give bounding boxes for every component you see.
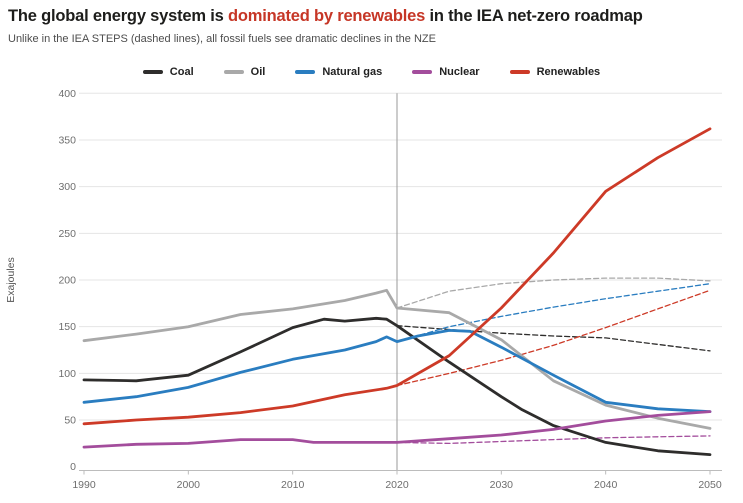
line-oil-nze	[82, 288, 712, 430]
oil-line-swatch	[223, 70, 244, 74]
natural-gas-line-swatch	[295, 70, 316, 74]
legend-item-natural-gas: Natural gas	[295, 66, 382, 78]
title-suffix: in the IEA net-zero roadmap	[425, 7, 643, 25]
line-nuclear-steps	[396, 435, 711, 445]
y-tick-label-300: 300	[58, 181, 76, 193]
line-renewables-steps	[396, 289, 711, 387]
title-highlight: dominated by renewables	[227, 7, 426, 25]
line-natural_gas-nze	[82, 328, 712, 414]
x-tick-label-2020: 2020	[385, 479, 409, 491]
line-natural_gas-steps	[396, 283, 711, 343]
legend-item-coal: Coal	[142, 66, 194, 78]
title-prefix: The global energy system is	[8, 7, 228, 25]
line-renewables-nze	[82, 127, 712, 426]
legend-label-renewables: Renewables	[536, 66, 601, 78]
nuclear-line-swatch	[412, 70, 433, 74]
y-tick-label-100: 100	[58, 368, 76, 380]
page-title: The global energy system is dominated by…	[8, 7, 728, 26]
legend-item-renewables: Renewables	[509, 66, 601, 78]
legend-label-natural-gas: Natural gas	[322, 66, 383, 78]
line-coal-steps	[396, 325, 711, 352]
legend-item-oil: Oil	[223, 66, 266, 78]
coal-line-swatch	[142, 70, 163, 74]
line-coal-nze	[82, 316, 712, 457]
y-tick-label-200: 200	[58, 275, 76, 287]
x-tick-label-2040: 2040	[594, 479, 618, 491]
legend-label-coal: Coal	[169, 66, 194, 78]
x-tick-label-2030: 2030	[490, 479, 514, 491]
chart-subtitle: Unlike in the IEA STEPS (dashed lines), …	[8, 33, 436, 45]
y-tick-label-400: 400	[58, 88, 76, 100]
y-tick-label-0: 0	[70, 461, 76, 473]
line-nuclear-nze	[82, 410, 712, 449]
legend-label-oil: Oil	[250, 66, 266, 78]
x-tick-label-2000: 2000	[177, 479, 201, 491]
legend-item-nuclear: Nuclear	[412, 66, 480, 78]
legend: Coal Oil Natural gas Nuclear Renewables	[0, 63, 743, 81]
y-tick-label-350: 350	[58, 134, 76, 146]
legend-label-nuclear: Nuclear	[439, 66, 480, 78]
y-tick-label-150: 150	[58, 321, 76, 333]
x-tick-label-1990: 1990	[72, 479, 96, 491]
renewables-line-swatch	[509, 70, 530, 74]
x-tick-label-2010: 2010	[281, 479, 305, 491]
y-tick-label-250: 250	[58, 228, 76, 240]
y-axis-label: Exajoules	[5, 257, 17, 303]
x-tick-label-2050: 2050	[698, 479, 722, 491]
line-oil-steps	[396, 277, 711, 309]
y-tick-label-50: 50	[64, 415, 76, 427]
